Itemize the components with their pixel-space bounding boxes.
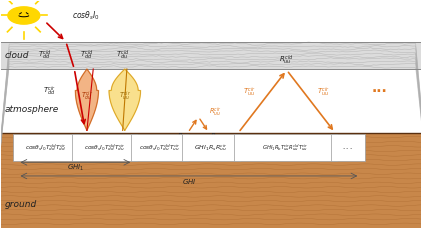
FancyBboxPatch shape xyxy=(14,134,78,161)
Text: $GHI_1 R_b T_{uu}^{cir} R_{uu}^{cld} T_{uu}^{cir}$: $GHI_1 R_b T_{uu}^{cir} R_{uu}^{cld} T_{… xyxy=(262,142,309,153)
Text: $T_{du}^{cld}$: $T_{du}^{cld}$ xyxy=(116,49,130,62)
Bar xyxy=(1,42,421,69)
Text: $cos\theta_s I_0 T_{du}^{cld} T_{uu}^{cir}$: $cos\theta_s I_0 T_{du}^{cld} T_{uu}^{ci… xyxy=(139,142,180,153)
FancyBboxPatch shape xyxy=(72,134,138,161)
Text: $R_{uu}^{cir}$: $R_{uu}^{cir}$ xyxy=(209,106,222,119)
Text: $T_{uu}^{cir}$: $T_{uu}^{cir}$ xyxy=(317,85,330,98)
Text: $GHI$: $GHI$ xyxy=(182,177,196,186)
Bar xyxy=(1,133,421,228)
Text: $GHI_1$: $GHI_1$ xyxy=(67,163,84,173)
Text: ground: ground xyxy=(5,200,37,209)
Polygon shape xyxy=(109,69,141,131)
Text: $...$: $...$ xyxy=(342,144,353,150)
Text: cloud: cloud xyxy=(5,51,30,60)
Text: $R_s$: $R_s$ xyxy=(177,131,186,142)
Text: $cos\theta_s I_0 T_{dd}^{cld} T_{du}^{cir}$: $cos\theta_s I_0 T_{dd}^{cld} T_{du}^{ci… xyxy=(84,142,126,153)
Text: $T_{uu}^{cir}$: $T_{uu}^{cir}$ xyxy=(243,85,257,98)
Text: $cos\theta_s I_0 T_{dd}^{cld} T_{dd}^{cir}$: $cos\theta_s I_0 T_{dd}^{cld} T_{dd}^{ci… xyxy=(25,142,67,153)
Text: $T_{du}^{cir}$: $T_{du}^{cir}$ xyxy=(81,90,93,103)
FancyBboxPatch shape xyxy=(181,134,241,161)
FancyBboxPatch shape xyxy=(131,134,188,161)
Text: $T_{dd}^{cir}$: $T_{dd}^{cir}$ xyxy=(43,85,56,98)
Text: $T_{uu}^{cir}$: $T_{uu}^{cir}$ xyxy=(119,90,131,103)
FancyBboxPatch shape xyxy=(331,134,365,161)
Text: atmosphere: atmosphere xyxy=(5,105,59,114)
Text: $T_{dd}^{cld}$: $T_{dd}^{cld}$ xyxy=(80,49,94,62)
Text: $R_b$: $R_b$ xyxy=(210,131,220,142)
FancyBboxPatch shape xyxy=(234,134,337,161)
Circle shape xyxy=(8,7,40,24)
Text: $R_{uu}^{cld}$: $R_{uu}^{cld}$ xyxy=(279,53,294,67)
Text: $cos\theta_s I_0$: $cos\theta_s I_0$ xyxy=(72,9,100,22)
Text: $T_{dd}^{cld}$: $T_{dd}^{cld}$ xyxy=(38,49,52,62)
Text: $GHI_1 R_s R_{uu}^{cir}$: $GHI_1 R_s R_{uu}^{cir}$ xyxy=(194,142,228,153)
Text: ...: ... xyxy=(371,81,387,95)
Polygon shape xyxy=(76,69,98,131)
